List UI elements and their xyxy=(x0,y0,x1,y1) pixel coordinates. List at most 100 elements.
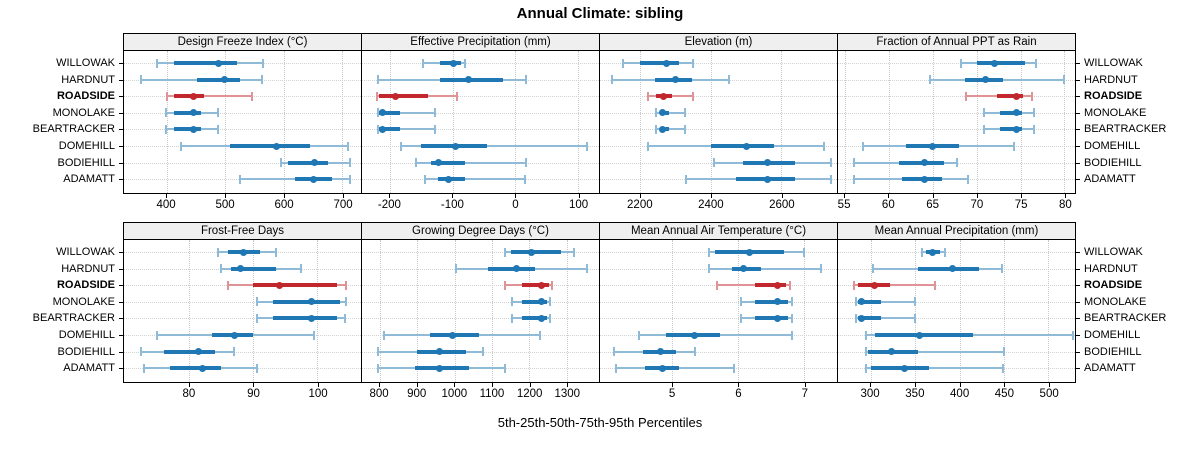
y-tick xyxy=(1076,368,1080,370)
median-dot xyxy=(742,142,750,150)
whisker-5th-95th xyxy=(377,111,436,114)
bar-25th-75th xyxy=(430,160,466,165)
x-tick xyxy=(710,194,712,198)
site-label-bodiehill: BODIEHILL xyxy=(57,156,115,169)
x-tick-label: 350 xyxy=(905,388,925,400)
x-tick xyxy=(253,383,255,387)
whisker-cap xyxy=(586,141,589,151)
x-tick-label: 500 xyxy=(215,199,235,211)
vertical-gridline xyxy=(672,240,674,382)
whisker-cap xyxy=(376,108,379,118)
site-label-roadside: ROADSIDE xyxy=(1084,90,1143,103)
whisker-cap xyxy=(165,91,168,101)
vertical-gridline xyxy=(845,51,847,193)
whisker-5th-95th xyxy=(656,111,685,114)
x-tick xyxy=(188,383,190,387)
whisker-cap xyxy=(803,247,806,257)
vertical-gridline xyxy=(566,240,568,382)
whisker-cap xyxy=(965,91,968,101)
median-dot xyxy=(190,125,198,133)
vertical-gridline xyxy=(1003,240,1005,382)
bar-25th-75th xyxy=(999,127,1023,132)
whisker-cap xyxy=(683,124,686,134)
bar-25th-75th xyxy=(754,316,788,321)
median-dot xyxy=(774,314,782,322)
horizontal-gridline xyxy=(362,285,599,287)
site-label-hardnut: HARDNUT xyxy=(1084,262,1138,275)
median-dot xyxy=(450,59,458,67)
y-tick xyxy=(119,79,123,81)
vertical-gridline xyxy=(738,240,740,382)
bar-25th-75th xyxy=(197,77,241,82)
whisker-cap xyxy=(1072,330,1075,340)
x-tick-label: 1100 xyxy=(479,388,505,400)
bar-25th-75th xyxy=(229,144,311,148)
vertical-gridline xyxy=(870,240,872,382)
site-label-adamatt: ADAMATT xyxy=(63,173,115,186)
site-label-bodiehill: BODIEHILL xyxy=(57,345,115,358)
site-label-willowak: WILLOWAK xyxy=(56,246,115,258)
site-label-willowak: WILLOWAK xyxy=(1084,57,1143,69)
whisker-cap xyxy=(852,158,855,168)
x-tick xyxy=(959,383,961,387)
bar-25th-75th xyxy=(174,61,237,65)
whisker-cap xyxy=(646,141,649,151)
median-dot xyxy=(920,159,928,167)
panel-mean-annual-precipitation-mm: Mean Annual Precipitation (mm) 300 350 400 4… xyxy=(837,222,1076,404)
y-tick xyxy=(119,63,123,64)
x-tick-label: -200 xyxy=(377,199,401,211)
site-label-adamatt: ADAMATT xyxy=(63,362,115,375)
whisker-cap xyxy=(861,141,864,151)
median-dot xyxy=(436,364,444,372)
x-axis-fraction-of-annual-ppt-as-rain: 55 60 65 70 75 80 xyxy=(837,194,1076,215)
horizontal-gridline xyxy=(362,129,599,131)
x-tick xyxy=(914,383,916,387)
median-dot xyxy=(435,159,443,167)
site-label-willowak: WILLOWAK xyxy=(1084,246,1143,258)
vertical-gridline xyxy=(932,51,934,193)
x-tick-label: 5 xyxy=(668,388,676,400)
site-label-domehill: DOMEHILL xyxy=(58,329,115,341)
vertical-gridline xyxy=(379,240,381,382)
vertical-gridline xyxy=(640,51,642,193)
whisker-cap xyxy=(685,174,688,184)
horizontal-gridline xyxy=(124,112,361,114)
whisker-cap xyxy=(1012,141,1015,151)
bar-25th-75th xyxy=(870,366,929,371)
whisker-cap xyxy=(217,108,220,118)
whisker-cap xyxy=(864,363,867,373)
bar-25th-75th xyxy=(521,299,547,304)
whisker-5th-95th xyxy=(239,178,351,181)
median-dot xyxy=(537,281,545,289)
median-dot xyxy=(1012,92,1020,100)
site-label-monolake: MONOLAKE xyxy=(1084,106,1147,119)
whisker-cap xyxy=(551,280,554,290)
whisker-cap xyxy=(274,247,277,257)
y-tick xyxy=(1076,146,1080,147)
x-tick-label: 300 xyxy=(860,388,880,400)
x-tick-label: 400 xyxy=(950,388,970,400)
vertical-gridline xyxy=(225,51,227,193)
x-tick-label: 400 xyxy=(156,199,176,211)
site-label-beartracker: BEARTRACKER xyxy=(1084,312,1167,325)
site-label-roadside: ROADSIDE xyxy=(56,279,115,292)
median-dot xyxy=(858,298,866,306)
site-label-hardnut: HARDNUT xyxy=(1084,73,1138,86)
figure-title: Annual Climate: sibling xyxy=(516,5,684,22)
whisker-cap xyxy=(415,158,418,168)
bar-25th-75th xyxy=(272,316,337,321)
y-tick xyxy=(119,335,123,336)
whisker-cap xyxy=(523,174,526,184)
median-dot xyxy=(763,175,771,183)
median-dot xyxy=(659,92,667,100)
site-label-domehill: DOMEHILL xyxy=(1084,140,1141,152)
bar-25th-75th xyxy=(754,299,788,304)
median-dot xyxy=(190,109,198,117)
y-tick xyxy=(119,96,123,98)
whisker-cap xyxy=(377,363,380,373)
y-tick xyxy=(1076,179,1080,181)
whisker-cap xyxy=(345,297,348,307)
site-label-beartracker: BEARTRACKER xyxy=(1084,123,1167,136)
x-tick xyxy=(578,194,580,198)
panel-growing-degree-days-c: Growing Degree Days (°C) 800 900 1000 1100 12… xyxy=(361,222,600,404)
